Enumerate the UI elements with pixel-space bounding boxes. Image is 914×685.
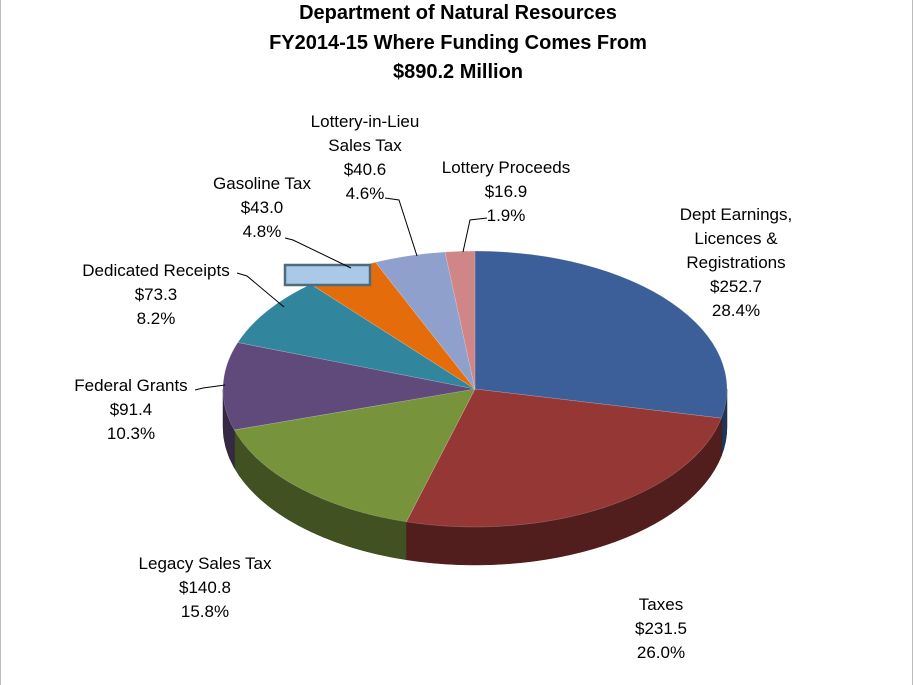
slice-label-gasoline-tax: Gasoline Tax $43.0 4.8% [213, 174, 311, 241]
pie-slice-dept-earnings-licences-registrations [474, 250, 728, 419]
slice-label-federal-grants: Federal Grants $91.4 10.3% [74, 376, 188, 443]
leader-lottery-proceeds [462, 217, 488, 253]
pie-slice-taxes [405, 388, 722, 528]
slice-label-lottery-proceeds: Lottery Proceeds $16.9 1.9% [441, 158, 571, 225]
slice-label-taxes: Taxes $231.5 26.0% [635, 595, 687, 662]
leader-lottery-in-lieu [384, 197, 418, 257]
leader-federal-grants [194, 384, 226, 391]
leader-dedicated-receipts [236, 272, 285, 308]
pie-slice-lottery-in-lieu-sales-tax [374, 251, 476, 390]
chart-title-line-3: $890.2 Million [392, 61, 524, 83]
pie-tops [222, 250, 728, 528]
pie-slice-lottery-proceeds [444, 250, 476, 390]
pie-slice-federal-grants [222, 342, 476, 431]
slice-label-dept-earnings: Dept Earnings, Licences & Registrations … [679, 205, 793, 320]
selection-box [283, 263, 372, 287]
chart-title-line-1: Department of Natural Resources [299, 2, 617, 24]
slice-label-dedicated-receipts: Dedicated Receipts $73.3 8.2% [82, 261, 230, 328]
slice-label-lottery-in-lieu: Lottery-in-Lieu Sales Tax $40.6 4.6% [310, 112, 420, 203]
slice-label-legacy-sales-tax: Legacy Sales Tax $140.8 15.8% [138, 554, 272, 621]
pie-slice-legacy-sales-tax [233, 388, 476, 523]
chart-title-line-2: FY2014-15 Where Funding Comes From [269, 32, 647, 54]
leader-gasoline-tax [284, 237, 352, 269]
